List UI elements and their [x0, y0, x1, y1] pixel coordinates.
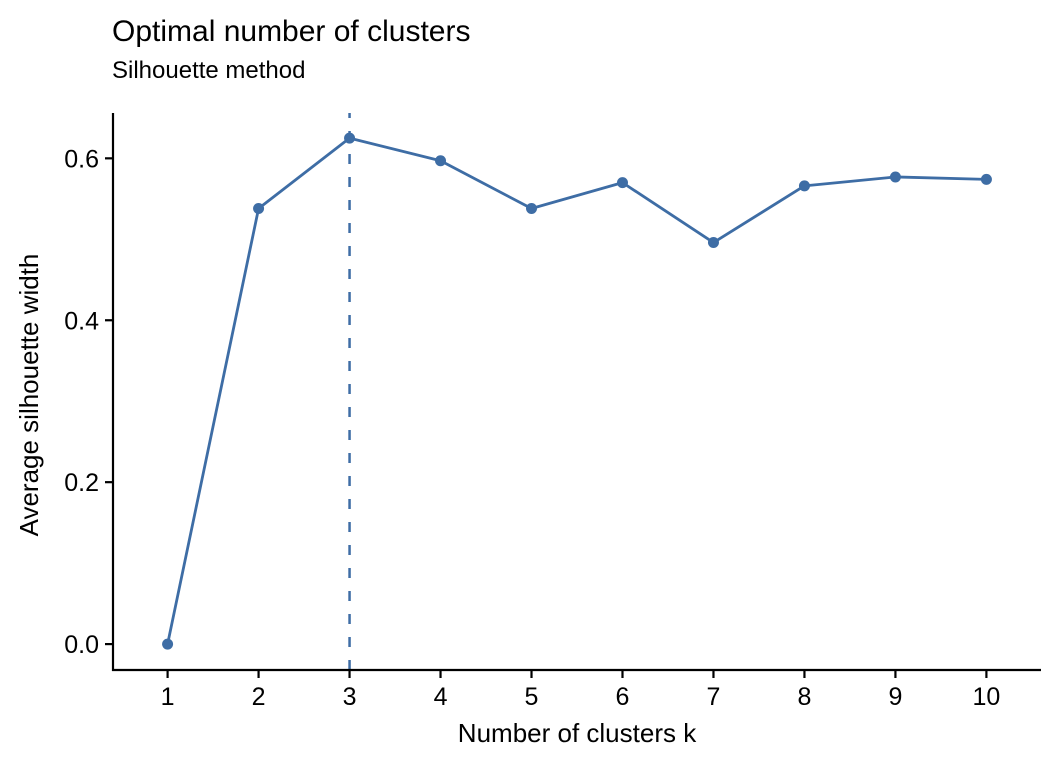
data-point-k5 [526, 203, 538, 215]
data-point-k3 [344, 132, 356, 144]
x-tick-label: 10 [973, 683, 1001, 711]
x-tick-label: 4 [434, 683, 448, 711]
x-tick-label: 6 [616, 683, 630, 711]
chart-subtitle: Silhouette method [112, 57, 306, 84]
x-tick-label: 1 [161, 683, 175, 711]
y-tick-label: 0.0 [64, 631, 99, 659]
x-tick-label: 8 [797, 683, 811, 711]
data-point-k1 [162, 638, 174, 650]
data-point-k9 [889, 171, 901, 183]
series-line [166, 136, 988, 646]
y-tick-label: 0.4 [64, 307, 99, 335]
x-tick-label: 7 [707, 683, 721, 711]
y-tick-label: 0.2 [64, 469, 99, 497]
x-tick-label: 5 [525, 683, 539, 711]
data-point-k10 [980, 173, 992, 185]
y-tick-label: 0.6 [64, 145, 99, 173]
y-axis-title: Average silhouette width [14, 253, 44, 537]
data-point-k4 [435, 155, 447, 167]
x-tick-label: 3 [343, 683, 357, 711]
data-point-k6 [616, 177, 628, 189]
x-tick-label: 9 [888, 683, 902, 711]
data-point-k2 [253, 203, 265, 215]
x-tick-label: 2 [252, 683, 266, 711]
chart-title: Optimal number of clusters [112, 15, 471, 48]
data-point-k8 [798, 180, 810, 192]
data-point-k7 [707, 237, 719, 249]
x-axis-title: Number of clusters k [457, 718, 697, 748]
